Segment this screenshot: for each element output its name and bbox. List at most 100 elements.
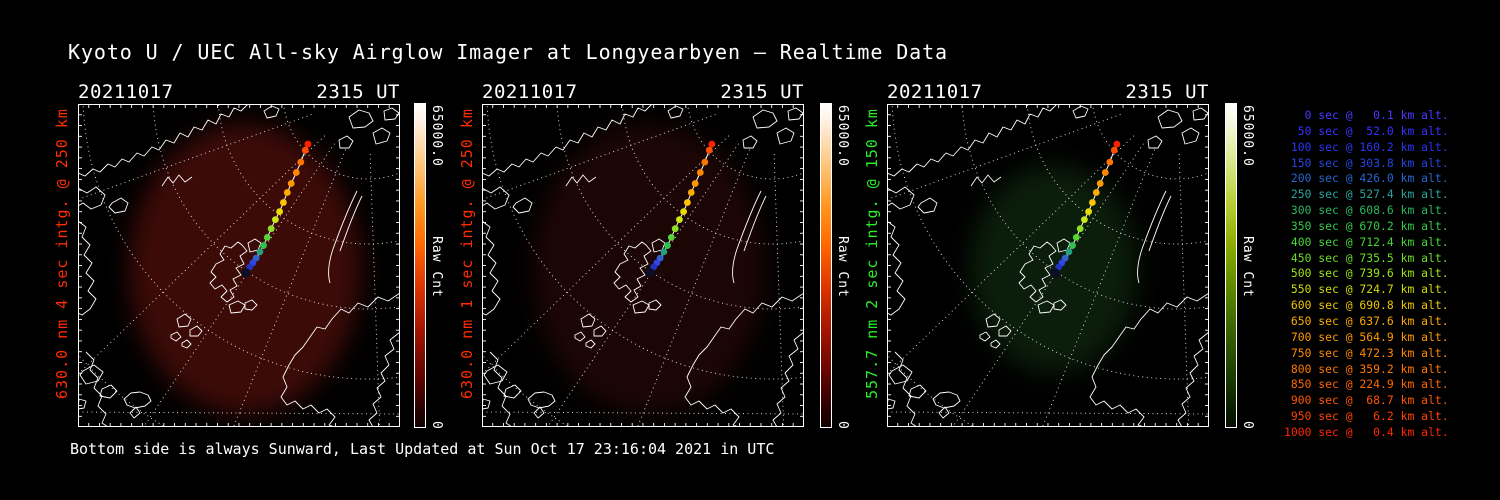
trajectory-group <box>241 140 312 278</box>
panel-1-map <box>78 104 400 427</box>
legend-row: 400 sec @ 712.4 km alt. <box>1284 234 1449 249</box>
trajectory-dot <box>276 208 283 215</box>
legend-row: 250 sec @ 527.4 km alt. <box>1284 187 1449 202</box>
trajectory-dot <box>1072 234 1080 241</box>
panel-3-colorbar-labels: 65000.0 Raw Cnt 0 <box>1240 103 1258 430</box>
panel-3-map <box>887 104 1209 427</box>
panel-3-header: 20211017 2315 UT <box>887 81 1209 103</box>
trajectory-dot <box>1092 189 1100 196</box>
legend-row: 650 sec @ 637.6 km alt. <box>1284 313 1449 328</box>
map-svg <box>482 104 804 427</box>
trajectory-dot <box>691 180 699 187</box>
trajectory-dot <box>272 216 279 223</box>
legend-row: 200 sec @ 426.0 km alt. <box>1284 171 1449 186</box>
legend-row: 100 sec @ 160.2 km alt. <box>1284 139 1449 154</box>
trajectory-dot <box>696 169 704 176</box>
trajectory-dot <box>1076 225 1084 233</box>
trajectory-dot <box>645 268 655 278</box>
trajectory-dot <box>252 254 260 262</box>
trajectory-dot <box>304 140 312 148</box>
panel-2-wavelength-label: 630.0 nm 1 sec intg. @ 250 km <box>458 108 476 399</box>
legend-row: 450 sec @ 735.5 km alt. <box>1284 250 1449 265</box>
legend: 0 sec @ 0.1 km alt. 50 sec @ 52.0 km alt… <box>1284 108 1449 441</box>
trajectory-dot <box>656 254 664 262</box>
trajectory-dot <box>701 158 709 166</box>
legend-row: 600 sec @ 690.8 km alt. <box>1284 298 1449 313</box>
panel-2-map <box>482 104 804 427</box>
legend-row: 750 sec @ 472.3 km alt. <box>1284 345 1449 360</box>
colorbar-max-label: 65000.0 <box>429 105 444 167</box>
map-svg <box>887 104 1209 427</box>
trajectory-dot <box>705 146 713 154</box>
trajectory-group <box>1050 140 1121 278</box>
colorbar-unit-label: Raw Cnt <box>835 235 850 298</box>
legend-row: 800 sec @ 359.2 km alt. <box>1284 361 1449 376</box>
panel-time: 2315 UT <box>720 81 804 103</box>
legend-row: 700 sec @ 564.9 km alt. <box>1284 329 1449 344</box>
trajectory-dot <box>671 225 679 233</box>
panel-1-header: 20211017 2315 UT <box>78 81 400 103</box>
legend-row: 0 sec @ 0.1 km alt. <box>1284 108 1449 122</box>
legend-row: 1000 sec @ 0.4 km alt. <box>1284 424 1449 439</box>
map-svg <box>78 104 400 427</box>
panel-2-header: 20211017 2315 UT <box>482 81 804 103</box>
trajectory-dot <box>680 208 687 215</box>
trajectory-group <box>645 140 716 278</box>
trajectory-dot <box>1069 242 1076 249</box>
trajectory-dot <box>1061 254 1069 262</box>
colorbar-unit-label: Raw Cnt <box>1240 235 1255 298</box>
legend-row: 150 sec @ 303.8 km alt. <box>1284 155 1449 170</box>
legend-row: 950 sec @ 6.2 km alt. <box>1284 409 1449 424</box>
panel-3-colorbar <box>1225 103 1237 428</box>
colorbar-unit-label: Raw Cnt <box>429 235 444 298</box>
panel-time: 2315 UT <box>316 81 400 103</box>
panel-date: 20211017 <box>482 81 578 103</box>
legend-row: 500 sec @ 739.6 km alt. <box>1284 266 1449 281</box>
trajectory-dot <box>667 234 675 241</box>
trajectory-dot <box>1085 208 1092 215</box>
trajectory-dot <box>676 216 683 223</box>
trajectory-dot <box>263 234 271 241</box>
colorbar-min-label: 0 <box>429 421 444 430</box>
colorbar-min-label: 0 <box>835 421 850 430</box>
trajectory-dot <box>297 158 305 166</box>
trajectory-dot <box>660 248 668 256</box>
trajectory-dot <box>1106 158 1114 166</box>
panel-time: 2315 UT <box>1125 81 1209 103</box>
trajectory-dot <box>684 199 691 206</box>
panel-1-colorbar <box>414 103 426 428</box>
panel-date: 20211017 <box>78 81 174 103</box>
legend-row: 350 sec @ 670.2 km alt. <box>1284 218 1449 233</box>
legend-row: 850 sec @ 224.9 km alt. <box>1284 377 1449 392</box>
trajectory-dot <box>1096 180 1104 187</box>
legend-row: 900 sec @ 68.7 km alt. <box>1284 393 1449 408</box>
trajectory-dot <box>1065 248 1073 256</box>
trajectory-dot <box>301 146 309 154</box>
page-title: Kyoto U / UEC All-sky Airglow Imager at … <box>68 40 948 64</box>
trajectory-dot <box>664 242 671 249</box>
panel-date: 20211017 <box>887 81 983 103</box>
panel-2-colorbar <box>820 103 832 428</box>
trajectory-dot <box>292 169 300 176</box>
trajectory-dot <box>708 140 716 148</box>
trajectory-dot <box>241 268 251 278</box>
trajectory-dot <box>1089 199 1096 206</box>
trajectory-dot <box>687 189 695 196</box>
trajectory-dot <box>256 248 264 256</box>
panel-1-colorbar-labels: 65000.0 Raw Cnt 0 <box>429 103 447 430</box>
trajectory-dot <box>1081 216 1088 223</box>
panel-2-colorbar-labels: 65000.0 Raw Cnt 0 <box>835 103 853 430</box>
colorbar-max-label: 65000.0 <box>1240 105 1255 167</box>
panel-3-wavelength-label: 557.7 nm 2 sec intg. @ 150 km <box>863 108 881 399</box>
legend-row: 300 sec @ 608.6 km alt. <box>1284 203 1449 218</box>
colorbar-min-label: 0 <box>1240 421 1255 430</box>
trajectory-dot <box>260 242 267 249</box>
footer-note: Bottom side is always Sunward, Last Upda… <box>70 440 775 458</box>
legend-row: 50 sec @ 52.0 km alt. <box>1284 123 1449 138</box>
trajectory-dot <box>1113 140 1121 148</box>
trajectory-dot <box>1101 169 1109 176</box>
panel-1-wavelength-label: 630.0 nm 4 sec intg. @ 250 km <box>53 108 71 399</box>
colorbar-max-label: 65000.0 <box>835 105 850 167</box>
trajectory-dot <box>1050 268 1060 278</box>
trajectory-dot <box>287 180 295 187</box>
